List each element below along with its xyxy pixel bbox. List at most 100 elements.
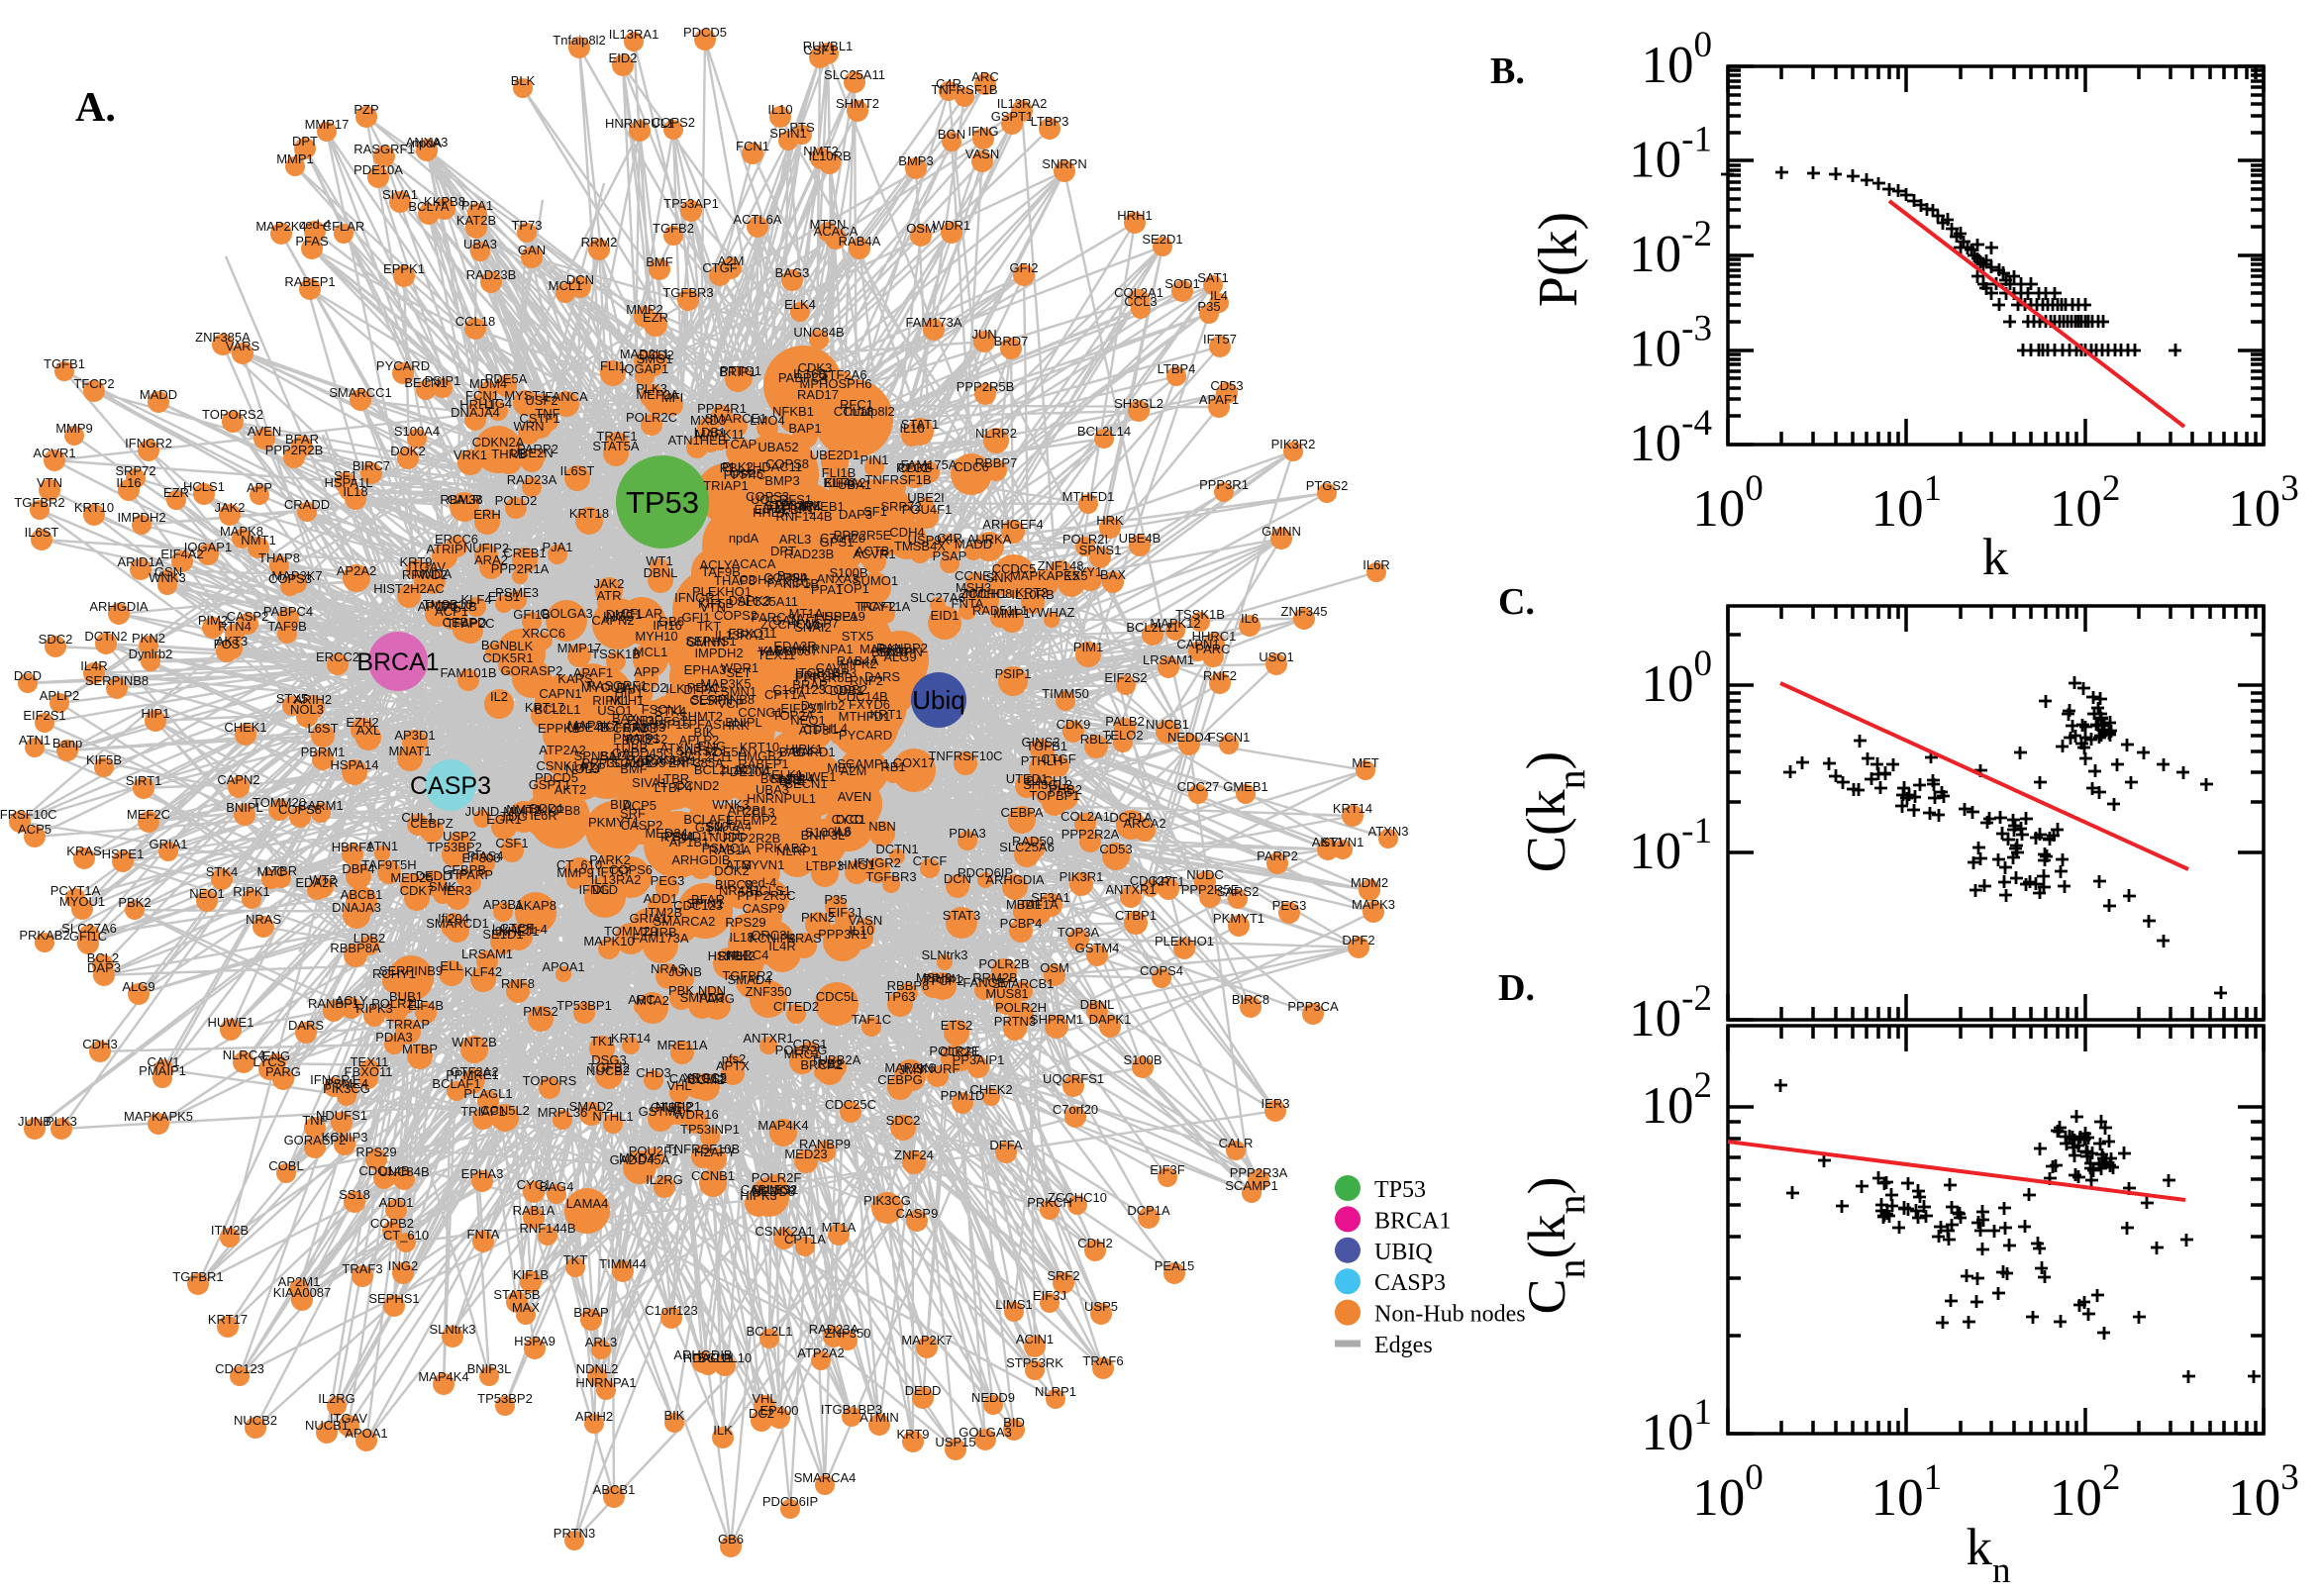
svg-text:CABLES2: CABLES2 <box>669 1071 728 1086</box>
svg-text:TGFBR3: TGFBR3 <box>865 869 916 884</box>
svg-text:MMP2: MMP2 <box>503 804 541 819</box>
svg-text:GOLGA3: GOLGA3 <box>959 1425 1011 1440</box>
svg-text:IL6ST: IL6ST <box>560 463 595 478</box>
svg-text:TNFRSF1B: TNFRSF1B <box>931 82 997 97</box>
svg-text:PYCARD: PYCARD <box>376 358 430 373</box>
svg-text:IL6R: IL6R <box>530 808 556 823</box>
svg-text:USO1: USO1 <box>1259 649 1293 664</box>
svg-text:JUN: JUN <box>971 327 996 342</box>
svg-text:DARS: DARS <box>288 1018 324 1033</box>
svg-text:EIF2S1: EIF2S1 <box>780 701 823 716</box>
svg-text:A2M: A2M <box>718 253 745 268</box>
svg-text:COPS6: COPS6 <box>609 862 653 877</box>
svg-text:LYCS: LYCS <box>708 823 741 838</box>
svg-text:CHD3: CHD3 <box>636 1065 670 1080</box>
svg-text:ZNF24: ZNF24 <box>894 1147 934 1162</box>
svg-text:VTN: VTN <box>37 475 62 490</box>
svg-text:MAP3K7: MAP3K7 <box>271 568 322 583</box>
svg-text:EZR: EZR <box>163 485 189 500</box>
svg-text:PDE5A: PDE5A <box>485 371 528 386</box>
svg-text:NOL3: NOL3 <box>290 702 324 717</box>
svg-text:GRIA1: GRIA1 <box>149 837 187 851</box>
svg-text:GSN: GSN <box>154 564 182 579</box>
svg-text:CSNK1A1: CSNK1A1 <box>536 758 594 773</box>
svg-text:UBE2N: UBE2N <box>510 446 553 460</box>
svg-text:SMARCA4: SMARCA4 <box>794 1470 857 1485</box>
svg-text:NUCB2: NUCB2 <box>234 1413 277 1428</box>
svg-text:AKT3: AKT3 <box>634 720 666 735</box>
svg-text:RNF2: RNF2 <box>850 673 883 688</box>
svg-text:AP3B1: AP3B1 <box>483 897 523 912</box>
svg-text:CASP9: CASP9 <box>896 1206 939 1221</box>
svg-text:CCM2: CCM2 <box>688 1072 725 1087</box>
svg-text:FNTA: FNTA <box>467 1227 500 1242</box>
svg-text:TGFB1: TGFB1 <box>1026 739 1067 753</box>
svg-text:RABEP1: RABEP1 <box>284 274 335 289</box>
svg-text:IL13RA1: IL13RA1 <box>715 628 765 643</box>
svg-text:ANXA3: ANXA3 <box>406 135 449 150</box>
svg-text:SE1D1: SE1D1 <box>482 927 523 942</box>
svg-text:PKN2: PKN2 <box>801 910 835 925</box>
svg-text:JAK2: JAK2 <box>593 576 624 591</box>
svg-text:MEF2C: MEF2C <box>127 807 170 822</box>
svg-text:UQCRFS1: UQCRFS1 <box>751 492 812 507</box>
svg-text:ATP2A2: ATP2A2 <box>797 1346 844 1360</box>
svg-text:EDA2R: EDA2R <box>295 875 338 890</box>
svg-text:RNF144B: RNF144B <box>775 509 832 524</box>
svg-text:KAT2B: KAT2B <box>456 213 496 228</box>
svg-text:ETS1: ETS1 <box>488 589 521 604</box>
svg-text:TNF: TNF <box>535 406 559 421</box>
svg-text:STX5: STX5 <box>842 629 874 644</box>
svg-text:PARG: PARG <box>699 991 735 1006</box>
svg-text:CAV1: CAV1 <box>148 1054 180 1069</box>
svg-text:MCL1: MCL1 <box>634 645 668 659</box>
svg-text:SEPHS1: SEPHS1 <box>685 634 736 648</box>
svg-text:ETS2: ETS2 <box>941 1018 973 1033</box>
svg-text:LTBP4: LTBP4 <box>655 780 693 795</box>
svg-text:CRADD: CRADD <box>284 497 330 512</box>
svg-text:MAPKAPK5: MAPKAPK5 <box>1010 568 1079 583</box>
svg-text:MMP9: MMP9 <box>556 865 594 880</box>
svg-text:USP2: USP2 <box>443 829 476 844</box>
svg-text:NBN: NBN <box>868 819 895 834</box>
svg-text:BMF: BMF <box>620 761 648 776</box>
svg-text:TUBB2A: TUBB2A <box>811 1052 861 1067</box>
svg-text:MBD1: MBD1 <box>1006 897 1042 912</box>
svg-text:CARM1: CARM1 <box>298 798 344 813</box>
svg-text:PEA15: PEA15 <box>687 680 727 695</box>
svg-text:APLP1: APLP1 <box>418 599 457 614</box>
svg-text:DBF4: DBF4 <box>342 861 374 876</box>
svg-text:TOPORS2: TOPORS2 <box>202 407 263 422</box>
svg-text:STX5: STX5 <box>276 691 309 706</box>
svg-text:STAT5B: STAT5B <box>493 1287 540 1302</box>
svg-text:MXD3: MXD3 <box>690 413 726 428</box>
svg-text:TRAF1: TRAF1 <box>596 429 637 444</box>
svg-text:SCAMP1: SCAMP1 <box>1225 1178 1277 1193</box>
svg-text:LAMA4: LAMA4 <box>566 1196 609 1211</box>
svg-text:KARS: KARS <box>557 671 593 686</box>
svg-text:MNDA: MNDA <box>414 566 453 581</box>
svg-text:SERPINB9: SERPINB9 <box>379 963 443 978</box>
svg-text:NEDD4: NEDD4 <box>1167 730 1211 745</box>
svg-text:COPS3: COPS3 <box>746 489 789 504</box>
svg-text:NLRP2: NLRP2 <box>975 426 1017 441</box>
svg-text:HBRF1: HBRF1 <box>332 840 374 854</box>
svg-text:100: 100 <box>1692 1457 1764 1527</box>
svg-text:FLI1: FLI1 <box>600 358 626 373</box>
svg-text:EGR1: EGR1 <box>486 812 521 827</box>
svg-text:PARP2: PARP2 <box>517 442 558 456</box>
svg-text:POLR2G: POLR2G <box>775 1043 828 1057</box>
svg-text:CDK3: CDK3 <box>798 360 833 375</box>
svg-text:DAPK3: DAPK3 <box>729 593 771 608</box>
svg-text:IL10: IL10 <box>767 102 792 117</box>
svg-text:CDKN2A: CDKN2A <box>472 435 525 449</box>
svg-text:STAT1: STAT1 <box>901 417 940 432</box>
svg-text:UBA52: UBA52 <box>758 440 798 454</box>
svg-text:OSM: OSM <box>906 221 936 236</box>
svg-text:CDC5L: CDC5L <box>816 989 858 1004</box>
svg-text:PRTN3: PRTN3 <box>554 1526 595 1541</box>
svg-text:PCYT1A: PCYT1A <box>50 883 101 898</box>
svg-text:BCL2: BCL2 <box>622 733 655 748</box>
svg-text:MAP2K4: MAP2K4 <box>255 219 306 234</box>
svg-text:GSTM4: GSTM4 <box>1075 941 1120 955</box>
